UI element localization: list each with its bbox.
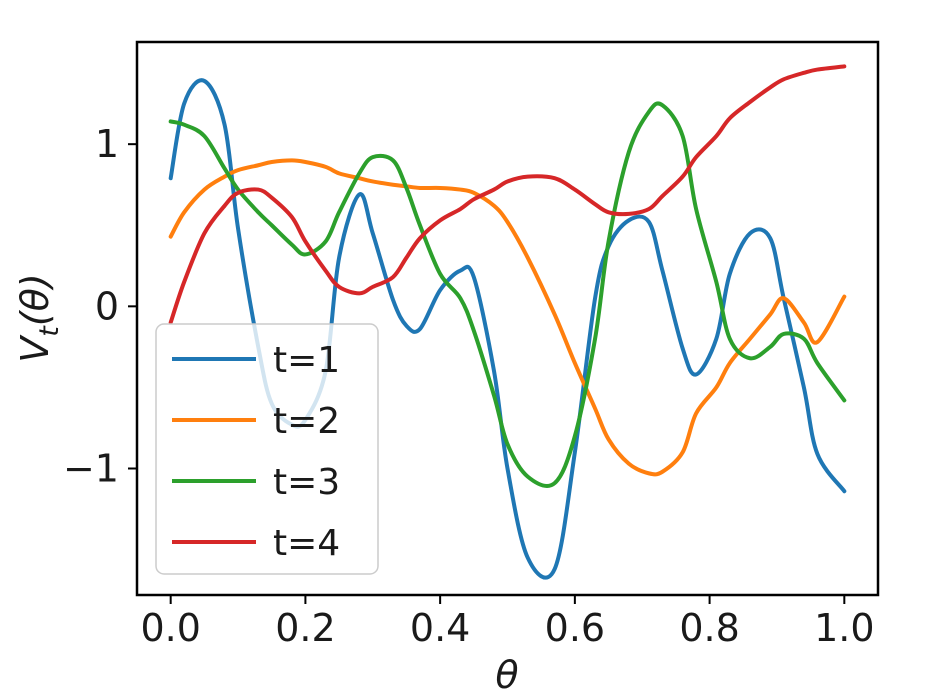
x-tick-label: 0.8 xyxy=(679,606,739,650)
legend-box xyxy=(155,323,379,575)
legend-label-3: t=3 xyxy=(273,462,340,503)
x-axis-label: θ xyxy=(495,653,518,697)
series-line-2 xyxy=(168,158,847,477)
x-tick-label: 0.2 xyxy=(275,606,335,650)
series-line-4 xyxy=(168,64,847,325)
series-line-3 xyxy=(168,101,847,488)
y-tick-label: 0 xyxy=(95,284,119,328)
y-tick-label: 1 xyxy=(95,122,119,166)
x-axis: 0.0 0.2 0.4 0.6 0.8 1.0 xyxy=(140,595,875,650)
legend-label-4: t=4 xyxy=(273,523,340,564)
plot-frame xyxy=(135,40,880,597)
y-axis: 1 0 −1 xyxy=(63,122,137,491)
legend-label-2: t=2 xyxy=(273,401,340,442)
x-tick-label: 1.0 xyxy=(814,606,874,650)
legend: t=1 t=2 t=3 t=4 xyxy=(155,323,379,575)
y-axis-label: Vt(θ) xyxy=(13,273,65,363)
x-tick-label: 0.4 xyxy=(410,606,470,650)
y-tick-label: −1 xyxy=(63,447,119,491)
legend-label-1: t=1 xyxy=(273,340,340,381)
x-tick-label: 0.6 xyxy=(545,606,605,650)
x-tick-label: 0.0 xyxy=(140,606,200,650)
